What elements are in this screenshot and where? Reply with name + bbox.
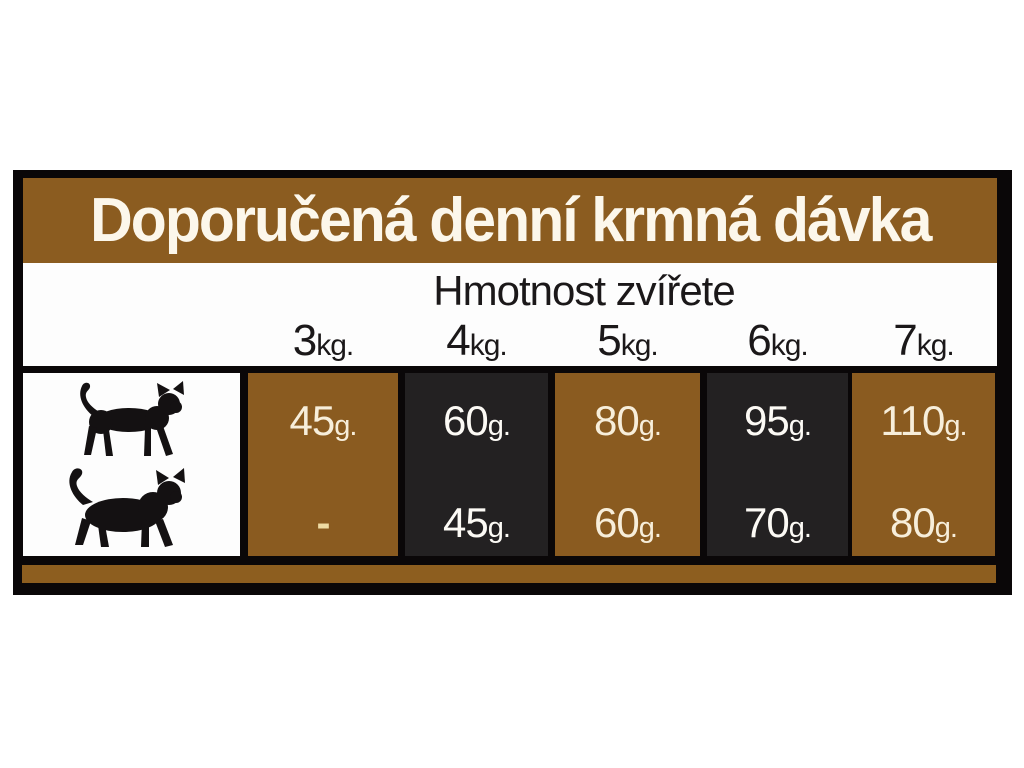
feeding-table-panel: Doporučená denní krmná dávka Hmotnost zv…: [13, 170, 1012, 595]
amount-column-7kg: 110g. 80g.: [852, 373, 995, 556]
amount-cell: -: [248, 469, 398, 556]
weight-unit: kg.: [770, 329, 809, 362]
amount-column-3kg: 45g. -: [248, 373, 398, 556]
amount-cell: 60g.: [555, 469, 700, 556]
weight-unit: kg.: [916, 329, 955, 362]
weight-unit: kg.: [620, 329, 659, 362]
adult-cat-icon: [80, 381, 184, 456]
amount-cell: 45g.: [248, 373, 398, 469]
amount-value: 80: [890, 498, 936, 546]
amount-unit: g.: [934, 511, 958, 544]
amount-unit: g.: [788, 511, 812, 544]
weight-unit: kg.: [469, 329, 508, 362]
animal-weight-subtitle: Hmotnost zvířete: [433, 267, 735, 314]
weight-label-4kg: 4kg.: [405, 319, 548, 363]
amount-unit: g.: [487, 410, 511, 442]
weight-label-5kg: 5kg.: [555, 319, 700, 363]
weight-header-band: Hmotnost zvířete 3kg. 4kg. 5kg. 6kg. 7kg…: [23, 263, 997, 366]
amount-unit: g.: [487, 511, 511, 544]
weight-value: 3: [292, 316, 318, 365]
amount-unit: g.: [788, 410, 812, 442]
amount-cell: 80g.: [555, 373, 700, 469]
amount-cell: 95g.: [707, 373, 848, 469]
table-title-bar: Doporučená denní krmná dávka: [23, 178, 997, 263]
amount-cell: 110g.: [852, 373, 995, 469]
amount-unit: g.: [944, 410, 967, 442]
amount-unit: g.: [334, 410, 357, 442]
amount-unit: g.: [638, 410, 662, 442]
weight-label-6kg: 6kg.: [707, 319, 848, 363]
amount-value: 70: [744, 498, 790, 546]
no-amount-dash: -: [316, 498, 331, 546]
amount-column-4kg: 60g. 45g.: [405, 373, 548, 556]
overweight-cat-icon: [69, 468, 185, 547]
amount-cell: 80g.: [852, 469, 995, 556]
amount-value: 60: [443, 397, 489, 444]
amount-cell: 60g.: [405, 373, 548, 469]
weight-value: 6: [747, 316, 772, 365]
amount-unit: g.: [638, 511, 662, 544]
amount-value: 80: [594, 397, 640, 444]
weight-unit: kg.: [316, 329, 354, 362]
amount-value: 110: [880, 397, 945, 444]
amount-value: 45: [443, 498, 489, 546]
amount-value: 45: [289, 397, 336, 444]
amount-cell: 45g.: [405, 469, 548, 556]
amount-value: 95: [744, 397, 790, 444]
amount-column-5kg: 80g. 60g.: [555, 373, 700, 556]
bottom-accent-bar: [22, 565, 996, 583]
weight-value: 4: [446, 316, 471, 365]
weight-label-3kg: 3kg.: [248, 319, 398, 363]
table-title: Doporučená denní krmná dávka: [89, 186, 932, 255]
cat-icons-cell: [23, 373, 240, 556]
weight-value: 5: [597, 316, 622, 365]
weight-value: 7: [893, 316, 918, 365]
amount-column-6kg: 95g. 70g.: [707, 373, 848, 556]
amount-cell: 70g.: [707, 469, 848, 556]
amount-value: 60: [594, 498, 640, 546]
weight-label-7kg: 7kg.: [852, 319, 995, 363]
